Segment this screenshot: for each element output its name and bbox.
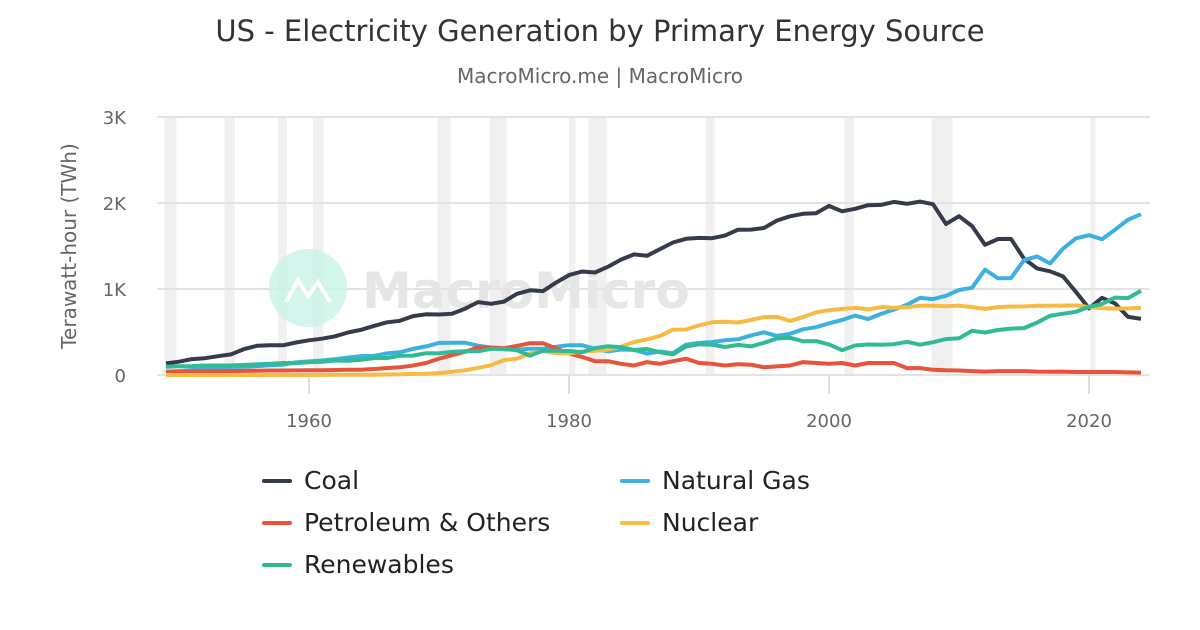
legend-swatch <box>262 520 292 525</box>
recession-band <box>224 117 235 375</box>
legend-label: Nuclear <box>662 508 759 537</box>
y-tick-label: 2K <box>103 194 127 215</box>
chart-subtitle: MacroMicro.me | MacroMicro <box>457 64 743 88</box>
legend-label: Renewables <box>304 550 454 579</box>
recession-band <box>489 117 507 375</box>
legend-item-natural-gas[interactable]: Natural Gas <box>620 466 810 495</box>
watermark-logo-icon <box>269 249 347 327</box>
recession-band <box>1090 117 1096 375</box>
recession-band <box>844 117 854 375</box>
legend-swatch <box>620 478 650 483</box>
recession-band <box>277 117 287 375</box>
legend-item-petroleum[interactable]: Petroleum & Others <box>262 508 550 537</box>
y-tick-label: 1K <box>103 280 127 301</box>
series-line-petroleum-others <box>165 341 1142 375</box>
x-tick-label: 2000 <box>806 411 852 432</box>
legend-label: Coal <box>304 466 360 495</box>
y-tick-label: 3K <box>103 108 127 129</box>
x-tick-label: 1960 <box>286 411 332 432</box>
legend-item-renewables[interactable]: Renewables <box>262 550 454 579</box>
recession-band <box>312 117 324 375</box>
legend-swatch <box>262 562 292 567</box>
y-tick-label: 0 <box>115 366 126 387</box>
series-line-nuclear <box>166 303 1142 377</box>
recession-band <box>931 117 953 375</box>
legend-item-nuclear[interactable]: Nuclear <box>620 508 758 537</box>
recession-band <box>569 117 576 375</box>
series-line-renewables <box>165 288 1142 369</box>
legend-label: Petroleum & Others <box>304 508 551 537</box>
watermark-logo-icon <box>284 276 332 304</box>
recession-band <box>588 117 607 375</box>
chart-title: US - Electricity Generation by Primary E… <box>215 14 985 48</box>
legend-swatch <box>620 520 650 525</box>
legend-item-coal[interactable]: Coal <box>262 466 359 495</box>
legend-swatch <box>262 478 292 483</box>
series-line-coal <box>165 199 1142 366</box>
recession-band <box>437 117 451 375</box>
x-tick-label: 2020 <box>1066 411 1112 432</box>
recession-band <box>164 117 177 375</box>
y-axis-label: Terawatt-hour (TWh) <box>57 143 81 350</box>
legend-label: Natural Gas <box>662 466 810 495</box>
x-tick-label: 1980 <box>546 411 592 432</box>
recession-band <box>705 117 715 375</box>
